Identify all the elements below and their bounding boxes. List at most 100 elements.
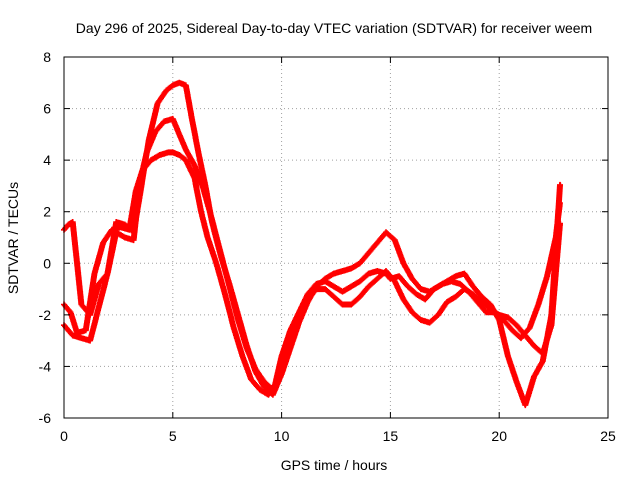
data-point <box>232 326 235 329</box>
data-point <box>171 151 174 154</box>
data-point <box>511 329 514 332</box>
data-point <box>524 403 527 407</box>
data-point <box>424 298 427 301</box>
data-point <box>463 287 466 291</box>
x-tick-label: 0 <box>60 428 68 444</box>
data-point <box>123 223 127 226</box>
data-point <box>106 272 109 275</box>
data-point <box>249 378 253 381</box>
data-point <box>254 370 257 373</box>
data-point <box>147 138 151 141</box>
data-point <box>384 269 388 273</box>
data-point <box>402 262 405 265</box>
data-point <box>280 372 283 376</box>
x-tick-label: 5 <box>169 428 177 444</box>
y-tick-label: -2 <box>39 307 52 323</box>
data-point <box>350 303 353 306</box>
x-axis-label: GPS time / hours <box>281 457 388 473</box>
data-point <box>204 184 207 188</box>
data-point <box>223 293 227 296</box>
data-point <box>515 323 518 327</box>
data-point <box>154 130 157 133</box>
x-tick-label: 20 <box>491 428 507 444</box>
data-point <box>445 280 449 283</box>
data-point <box>178 153 181 157</box>
data-point <box>84 329 87 332</box>
data-point <box>158 153 161 157</box>
data-point <box>524 334 527 337</box>
data-point <box>367 285 370 288</box>
data-point <box>393 280 396 283</box>
data-point <box>484 311 488 314</box>
data-point <box>80 303 83 306</box>
chart-title: Day 296 of 2025, Sidereal Day-to-day VTE… <box>76 20 592 36</box>
data-point <box>80 336 83 340</box>
data-point <box>428 290 431 293</box>
x-tick-label: 15 <box>383 428 399 444</box>
data-point <box>528 326 531 329</box>
data-point <box>489 303 492 306</box>
data-point <box>471 285 475 288</box>
y-tick-label: 4 <box>43 152 51 168</box>
data-point <box>219 254 222 257</box>
data-point <box>558 182 562 185</box>
data-point <box>245 344 248 347</box>
data-point <box>341 290 344 293</box>
data-point <box>191 120 194 123</box>
data-point <box>323 277 327 280</box>
data-point <box>119 225 122 229</box>
data-point <box>458 282 462 286</box>
series-trace-3 <box>61 79 563 409</box>
data-point <box>199 210 203 213</box>
data-point <box>415 293 418 296</box>
data-point <box>297 321 301 324</box>
data-point <box>376 277 379 280</box>
data-point <box>167 151 170 154</box>
data-point <box>258 388 262 391</box>
x-tick-label: 10 <box>274 428 290 444</box>
axes <box>63 56 609 419</box>
data-point <box>437 313 440 317</box>
data-point <box>67 223 70 226</box>
data-point <box>341 303 344 306</box>
data-point <box>480 295 483 299</box>
data-point <box>193 164 196 167</box>
data-point <box>138 192 142 195</box>
data-point <box>332 295 336 299</box>
data-point <box>262 385 266 389</box>
data-point <box>132 231 135 234</box>
data-point <box>367 272 370 275</box>
grid-lines <box>64 57 608 418</box>
data-point <box>315 285 318 288</box>
data-point <box>428 321 431 324</box>
y-tick-label: 8 <box>43 49 51 65</box>
data-point <box>402 298 405 301</box>
data-point <box>419 318 423 322</box>
data-point <box>419 287 423 291</box>
y-tick-label: 0 <box>43 255 51 271</box>
data-point <box>410 277 414 280</box>
data-point <box>454 295 457 299</box>
data-point <box>123 236 127 239</box>
data-point <box>236 313 240 317</box>
data-point <box>178 133 181 136</box>
data-point <box>193 176 196 180</box>
data-point <box>178 81 181 84</box>
data-point <box>393 238 396 242</box>
data-point <box>88 313 92 317</box>
data-point <box>69 311 72 314</box>
y-axis-label: SDTVAR / TECUs <box>5 182 21 294</box>
data-point <box>515 380 518 384</box>
y-tick-label: 2 <box>43 204 51 220</box>
data-point <box>397 274 401 278</box>
data-point <box>289 347 292 350</box>
data-point <box>93 272 96 275</box>
data-point <box>165 89 168 92</box>
x-tick-label: 25 <box>600 428 616 444</box>
data-point <box>75 331 79 335</box>
data-point <box>358 262 362 265</box>
data-point <box>149 158 153 162</box>
data-point <box>410 311 414 314</box>
data-point <box>289 329 292 332</box>
